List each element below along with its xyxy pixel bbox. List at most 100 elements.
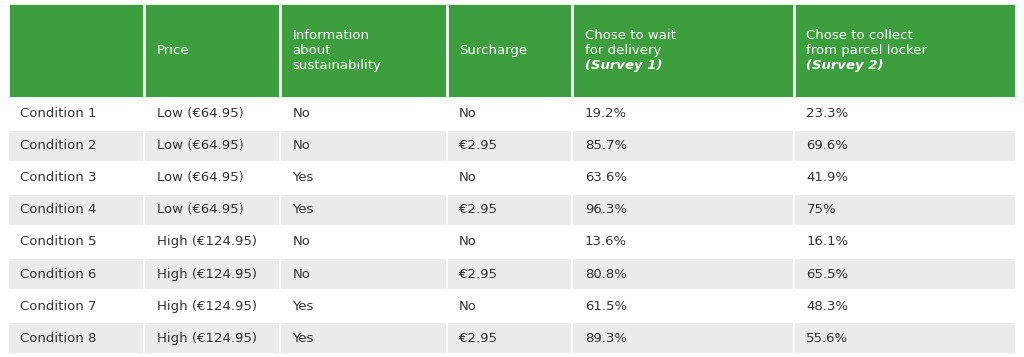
Bar [795,194,1016,226]
Bar [795,290,1016,322]
Text: Low (€64.95): Low (€64.95) [157,171,244,184]
Text: Chose to collect: Chose to collect [807,29,913,42]
Bar [572,162,795,194]
Bar [144,226,281,258]
Text: (Survey 1): (Survey 1) [585,59,663,72]
Text: 13.6%: 13.6% [585,236,627,248]
Bar [281,3,446,98]
Bar [795,98,1016,130]
Text: 69.6%: 69.6% [807,139,848,152]
Bar [446,258,572,290]
Text: Information: Information [293,29,370,42]
Text: Yes: Yes [293,203,314,216]
Text: 61.5%: 61.5% [585,300,627,313]
Text: High (€124.95): High (€124.95) [157,332,256,345]
Text: No: No [293,267,310,281]
Text: No: No [459,236,476,248]
Text: Condition 7: Condition 7 [20,300,97,313]
Text: Condition 2: Condition 2 [20,139,97,152]
Text: 85.7%: 85.7% [585,139,627,152]
Bar [281,322,446,354]
Text: Low (€64.95): Low (€64.95) [157,107,244,120]
Text: 41.9%: 41.9% [807,171,849,184]
Bar [8,194,144,226]
Bar [795,3,1016,98]
Text: €2.95: €2.95 [459,332,497,345]
Bar [8,322,144,354]
Text: Condition 5: Condition 5 [20,236,97,248]
Text: Condition 6: Condition 6 [20,267,97,281]
Text: €2.95: €2.95 [459,267,497,281]
Text: 23.3%: 23.3% [807,107,849,120]
Bar [144,194,281,226]
Text: Surcharge: Surcharge [459,44,527,57]
Bar [446,226,572,258]
Bar [572,226,795,258]
Text: about: about [293,44,331,57]
Text: 96.3%: 96.3% [585,203,627,216]
Text: No: No [293,139,310,152]
Text: No: No [293,107,310,120]
Text: sustainability: sustainability [293,59,381,72]
Bar [572,322,795,354]
Text: Condition 3: Condition 3 [20,171,97,184]
Text: Chose to wait: Chose to wait [585,29,676,42]
Bar [446,322,572,354]
Bar [144,98,281,130]
Bar [281,194,446,226]
Text: Condition 4: Condition 4 [20,203,97,216]
Text: for delivery: for delivery [585,44,662,57]
Bar [8,98,144,130]
Bar [144,258,281,290]
Text: 89.3%: 89.3% [585,332,627,345]
Bar [281,226,446,258]
Text: No: No [459,300,476,313]
Text: 63.6%: 63.6% [585,171,627,184]
Bar [144,322,281,354]
Bar [8,3,144,98]
Text: Condition 1: Condition 1 [20,107,97,120]
Bar [281,290,446,322]
Text: 55.6%: 55.6% [807,332,849,345]
Bar [8,162,144,194]
Text: 48.3%: 48.3% [807,300,849,313]
Bar [144,290,281,322]
Bar [144,130,281,162]
Text: Yes: Yes [293,332,314,345]
Bar [572,258,795,290]
Text: No: No [293,236,310,248]
Text: Low (€64.95): Low (€64.95) [157,139,244,152]
Text: Yes: Yes [293,171,314,184]
Text: Low (€64.95): Low (€64.95) [157,203,244,216]
Text: €2.95: €2.95 [459,203,497,216]
Bar [281,130,446,162]
Bar [446,98,572,130]
Text: 16.1%: 16.1% [807,236,849,248]
Bar [8,226,144,258]
Text: from parcel locker: from parcel locker [807,44,928,57]
Bar [572,98,795,130]
Text: €2.95: €2.95 [459,139,497,152]
Bar [572,3,795,98]
Text: No: No [459,171,476,184]
Text: (Survey 2): (Survey 2) [807,59,884,72]
Text: Yes: Yes [293,300,314,313]
Bar [144,162,281,194]
Bar [572,194,795,226]
Bar [281,98,446,130]
Text: Condition 8: Condition 8 [20,332,97,345]
Text: High (€124.95): High (€124.95) [157,236,256,248]
Bar [144,3,281,98]
Bar [446,130,572,162]
Bar [795,322,1016,354]
Bar [795,130,1016,162]
Text: 19.2%: 19.2% [585,107,627,120]
Text: No: No [459,107,476,120]
Bar [446,290,572,322]
Bar [795,258,1016,290]
Bar [8,258,144,290]
Bar [8,290,144,322]
Bar [795,226,1016,258]
Text: 75%: 75% [807,203,836,216]
Bar [446,3,572,98]
